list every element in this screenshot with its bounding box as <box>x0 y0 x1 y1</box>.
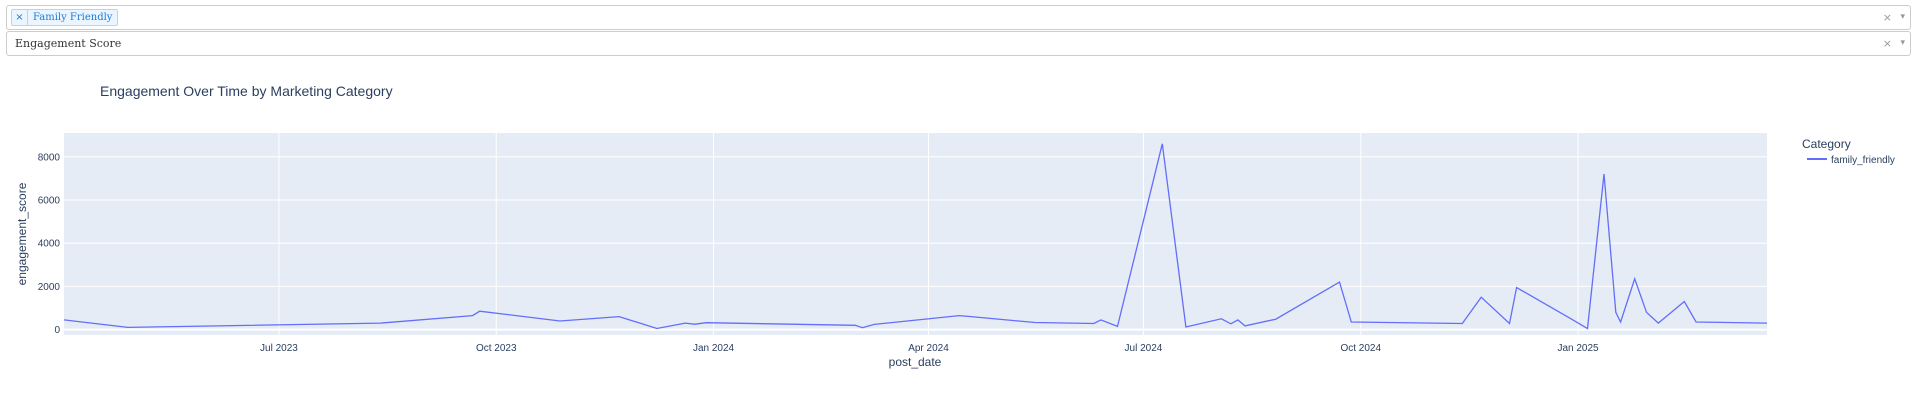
x-tick-label: Oct 2024 <box>1340 343 1381 354</box>
x-tick-label: Jan 2025 <box>1557 343 1599 354</box>
x-axis-label: post_date <box>889 355 942 369</box>
clear-metric-icon[interactable]: × <box>1882 37 1892 50</box>
x-axis-ticks: Jul 2023 Oct 2023 Jan 2024 Apr 2024 Jul 2024… <box>260 343 1599 354</box>
engagement-line-chart: Engagement Over Time by Marketing Catego… <box>15 83 1895 369</box>
chevron-down-icon[interactable]: ▾ <box>1900 38 1905 48</box>
y-tick-label: 8000 <box>38 152 61 163</box>
remove-chip-icon[interactable]: × <box>12 10 28 25</box>
legend-item-family-friendly[interactable]: family_friendly <box>1831 155 1895 166</box>
y-axis-label: engagement_score <box>15 182 29 285</box>
gridlines <box>64 133 1767 335</box>
metric-selected-value: Engagement Score <box>15 37 122 50</box>
y-tick-label: 0 <box>54 325 60 336</box>
selected-category-chip: × Family Friendly <box>11 9 119 26</box>
y-axis-ticks: 0 2000 4000 6000 8000 <box>38 152 61 336</box>
category-filter-dropdown[interactable]: × Family Friendly × ▾ <box>6 5 1911 30</box>
plot-area <box>64 133 1767 335</box>
x-tick-label: Jul 2024 <box>1125 343 1163 354</box>
x-tick-label: Jul 2023 <box>260 343 298 354</box>
category-chip-label: Family Friendly <box>33 12 113 23</box>
chart-title: Engagement Over Time by Marketing Catego… <box>100 83 393 99</box>
clear-category-icon[interactable]: × <box>1882 11 1892 24</box>
legend-title: Category <box>1802 137 1851 151</box>
legend: Category family_friendly <box>1802 137 1895 166</box>
metric-dropdown[interactable]: Engagement Score × ▾ <box>6 31 1911 56</box>
chevron-down-icon[interactable]: ▾ <box>1900 12 1905 22</box>
y-tick-label: 2000 <box>38 282 61 293</box>
x-tick-label: Oct 2023 <box>476 343 517 354</box>
series-line-family-friendly <box>63 143 1768 330</box>
x-tick-label: Jan 2024 <box>693 343 735 354</box>
y-tick-label: 6000 <box>38 195 61 206</box>
y-tick-label: 4000 <box>38 239 61 250</box>
x-tick-label: Apr 2024 <box>908 343 949 354</box>
